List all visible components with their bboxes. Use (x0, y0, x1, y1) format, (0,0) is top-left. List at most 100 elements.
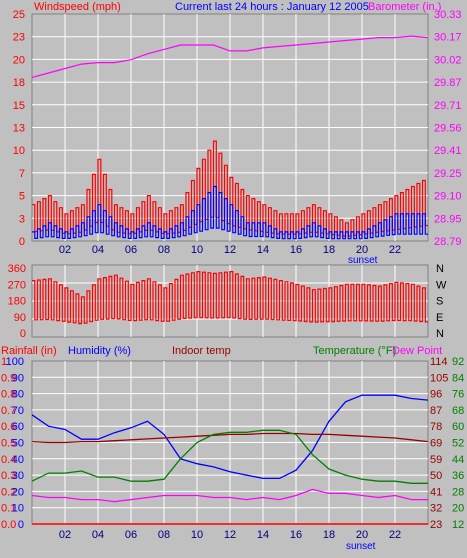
temp-x-tick-label: 02 (59, 529, 71, 541)
direction-tick-label: 360 (8, 263, 26, 275)
indoor-temp-tick-label: 87 (430, 405, 442, 417)
rainfall-tick-label: 0.9 (1, 372, 16, 384)
barometer-tick-label: 30.33 (434, 9, 462, 21)
wind-direction-line (32, 271, 428, 325)
wind-x-tick-label: 02 (59, 244, 71, 256)
temperature-tick-label: 28 (452, 486, 464, 498)
barometer-tick-label: 30.17 (434, 32, 462, 44)
indoor-temp-tick-label: 50 (430, 470, 442, 482)
humidity-tick-label: 10 (12, 503, 24, 515)
temperature-tick-label: 92 (452, 356, 464, 368)
wind-x-tick-label: 20 (356, 244, 368, 256)
humidity-tick-label: 30 (12, 470, 24, 482)
indoor-temp-tick-label: 41 (430, 486, 442, 498)
wind-x-tick-label: 04 (92, 244, 104, 256)
temp-x-tick-label: 04 (92, 529, 104, 541)
wind-x-tick-label: 16 (290, 244, 302, 256)
temp-x-tick-label: 06 (125, 529, 137, 541)
direction-tick-label: 270 (8, 279, 26, 291)
humidity-tick-label: 20 (12, 486, 24, 498)
chart-title: Current last 24 hours : January 12 2005 (175, 1, 369, 13)
panel-temperature-humidity-marks: 0.00.10.20.30.40.50.60.70.80.91010203040… (1, 356, 464, 541)
wind-gust-line (32, 140, 428, 237)
direction-tick-label: 180 (8, 296, 26, 308)
barometer-line (31, 35, 429, 78)
rainfall-tick-label: 0.8 (1, 389, 16, 401)
humidity-tick-label: 90 (12, 372, 24, 384)
indoor-temp-tick-label: 105 (430, 372, 448, 384)
barometer-tick-label: 28.79 (434, 236, 462, 248)
windspeed-tick-label: 23 (13, 32, 25, 44)
rainfall-label: Rainfall (in) (1, 345, 57, 357)
windspeed-tick-label: 0 (19, 236, 25, 248)
wind-x-tick-label: 08 (158, 244, 170, 256)
wind-average-line (32, 185, 428, 240)
windspeed-tick-label: 13 (13, 123, 25, 135)
barometer-tick-label: 30.02 (434, 54, 462, 66)
compass-tick-label: E (436, 312, 443, 324)
humidity-tick-label: 100 (6, 356, 24, 368)
rainfall-tick-label: 0.1 (1, 503, 16, 515)
barometer-label: Barometer (in.) (368, 1, 441, 13)
temp-x-tick-label: 14 (257, 529, 269, 541)
rainfall-tick-label: 0.6 (1, 421, 16, 433)
compass-tick-label: S (436, 296, 443, 308)
temperature-tick-label: 84 (452, 372, 464, 384)
temp-x-tick-label: 18 (323, 529, 335, 541)
indoor-temp-tick-label: 96 (430, 389, 442, 401)
indoor-temp-tick-label: 23 (430, 519, 442, 531)
rainfall-tick-label: 0.7 (1, 405, 16, 417)
dew-point-label: Dew Point (392, 345, 442, 357)
barometer-tick-label: 29.25 (434, 168, 462, 180)
temperature-tick-label: 68 (452, 405, 464, 417)
wind-x-tick-label: 10 (191, 244, 203, 256)
indoor-temp-tick-label: 114 (430, 356, 448, 368)
humidity-label: Humidity (%) (68, 345, 131, 357)
direction-tick-label: 0 (20, 328, 26, 340)
indoor-temp-tick-label: 32 (430, 503, 442, 515)
temperature-tick-label: 12 (452, 519, 464, 531)
barometer-tick-label: 29.56 (434, 123, 462, 135)
temperature-tick-label: 44 (452, 454, 464, 466)
indoor-temp-tick-label: 59 (430, 454, 442, 466)
temp-x-tick-label: 16 (290, 529, 302, 541)
rainfall-tick-label: 1 (1, 356, 7, 368)
wind-x-tick-label: 06 (125, 244, 137, 256)
temperature-tick-label: 36 (452, 470, 464, 482)
windspeed-tick-label: 18 (13, 77, 25, 89)
direction-tick-label: 90 (14, 312, 26, 324)
humidity-tick-label: 60 (12, 421, 24, 433)
humidity-line (31, 394, 429, 480)
windspeed-tick-label: 5 (19, 191, 25, 203)
compass-tick-label: W (436, 279, 447, 291)
panel-wind-barometer-marks: 0 3 5 7 10 13 15 18 20 23 25 28.79 28.95 29.10 29.25 29… (13, 9, 462, 256)
temperature-tick-label: 52 (452, 438, 464, 450)
rainfall-tick-label: 0.3 (1, 470, 16, 482)
barometer-tick-label: 29.71 (434, 100, 462, 112)
humidity-tick-label: 50 (12, 438, 24, 450)
barometer-tick-label: 29.10 (434, 191, 462, 203)
barometer-tick-label: 29.87 (434, 77, 462, 89)
wind-x-tick-label: 12 (224, 244, 236, 256)
compass-tick-label: N (436, 328, 444, 340)
temperature-line (31, 429, 428, 484)
wind-x-tick-label: 22 (389, 244, 401, 256)
humidity-tick-label: 0 (18, 519, 24, 531)
temp-x-tick-label: 20 (356, 529, 368, 541)
sunset-label-top: sunset (348, 255, 378, 266)
windspeed-tick-label: 15 (13, 100, 25, 112)
rainfall-tick-label: 0.5 (1, 438, 16, 450)
windspeed-tick-label: 25 (13, 9, 25, 21)
windspeed-tick-label: 20 (13, 54, 25, 66)
humidity-tick-label: 80 (12, 389, 24, 401)
temp-x-tick-label: 12 (224, 529, 236, 541)
wind-x-tick-label: 18 (323, 244, 335, 256)
temp-x-tick-label: 22 (389, 529, 401, 541)
barometer-tick-label: 28.95 (434, 213, 462, 225)
humidity-tick-label: 70 (12, 405, 24, 417)
compass-tick-label: N (436, 263, 444, 275)
rainfall-tick-label: 0.0 (1, 519, 16, 531)
